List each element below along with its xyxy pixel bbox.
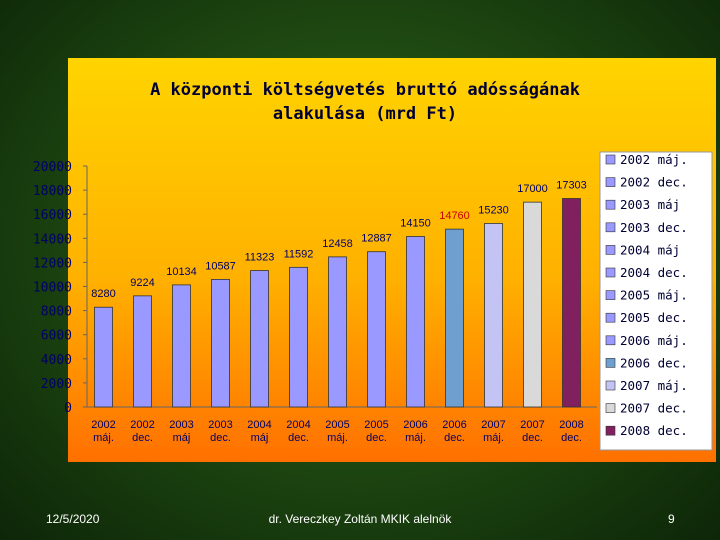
x-tick-label: 2002 dec. xyxy=(130,419,155,444)
legend-label: 2002 dec. xyxy=(620,175,688,190)
y-tick-label: 2000 xyxy=(41,377,72,392)
legend-swatch xyxy=(605,335,616,346)
legend-swatch xyxy=(605,312,616,323)
footer-author: dr. Vereczkey Zoltán MKIK alelnök xyxy=(268,512,452,526)
x-tick-label: 2003 dec. xyxy=(208,419,233,444)
legend-swatch xyxy=(605,177,616,187)
footer-page: 9 xyxy=(668,512,675,526)
y-tick-label: 0 xyxy=(64,401,72,416)
bar xyxy=(367,251,386,408)
footer-date: 12/5/2020 xyxy=(46,512,100,526)
bar xyxy=(133,295,152,408)
y-tick-label: 20000 xyxy=(33,160,72,175)
bar xyxy=(445,228,464,408)
legend-swatch xyxy=(605,245,616,255)
value-label: 10587 xyxy=(205,260,236,272)
value-label: 9224 xyxy=(130,277,154,289)
legend-swatch xyxy=(605,154,616,165)
value-label: 11592 xyxy=(284,248,314,260)
legend-label: 2005 máj. xyxy=(620,288,688,303)
value-label: 11323 xyxy=(245,252,275,264)
x-tick-label: 2006 dec. xyxy=(442,419,467,444)
y-tick-label: 4000 xyxy=(41,353,72,368)
value-label: 17303 xyxy=(556,179,587,191)
bar xyxy=(523,201,542,408)
legend-label: 2008 dec. xyxy=(620,423,688,438)
bar xyxy=(211,279,230,408)
x-tick-label: 2002 máj. xyxy=(91,419,116,444)
legend-label: 2005 dec. xyxy=(620,310,688,325)
value-label: 12887 xyxy=(361,233,392,245)
value-label: 10134 xyxy=(166,266,197,278)
legend-label: 2006 máj. xyxy=(620,333,688,348)
legend-label: 2002 máj. xyxy=(620,152,688,167)
x-tick-label: 2003 máj xyxy=(169,419,194,444)
y-tick-label: 18000 xyxy=(33,184,72,199)
value-label: 15230 xyxy=(478,204,509,216)
y-tick-label: 12000 xyxy=(33,256,72,271)
value-label: 12458 xyxy=(322,238,353,250)
y-tick-label: 16000 xyxy=(33,208,72,223)
legend-label: 2006 dec. xyxy=(620,355,688,370)
bar xyxy=(328,256,347,408)
legend-swatch xyxy=(605,358,616,368)
bar xyxy=(562,198,581,408)
y-tick-label: 6000 xyxy=(41,329,72,344)
legend-swatch xyxy=(605,403,616,413)
bar xyxy=(406,236,425,408)
y-tick-label: 8000 xyxy=(41,305,72,320)
legend-box xyxy=(599,151,713,451)
x-tick-label: 2006 máj. xyxy=(403,419,428,444)
legend-swatch xyxy=(605,199,616,210)
value-label: 8280 xyxy=(91,288,115,300)
legend-label: 2004 máj xyxy=(620,242,680,257)
y-tick-label: 10000 xyxy=(33,281,72,296)
legend-label: 2007 dec. xyxy=(620,401,688,416)
x-tick-label: 2004 máj xyxy=(247,419,272,444)
bar xyxy=(250,270,269,408)
bar xyxy=(94,306,113,408)
value-label: 17000 xyxy=(517,183,548,195)
x-tick-label: 2005 máj. xyxy=(325,419,350,444)
legend-swatch xyxy=(605,290,616,300)
legend-label: 2004 dec. xyxy=(620,265,688,280)
legend-label: 2003 dec. xyxy=(620,220,688,235)
x-tick-label: 2008 dec. xyxy=(559,419,584,444)
legend-swatch xyxy=(605,380,616,391)
value-label: 14760 xyxy=(439,210,470,222)
bar xyxy=(289,266,308,408)
y-tick-label: 14000 xyxy=(33,232,72,247)
x-tick-label: 2007 máj. xyxy=(481,419,506,444)
legend-swatch xyxy=(605,425,616,436)
legend-label: 2003 máj xyxy=(620,197,680,212)
bar xyxy=(172,284,191,408)
x-tick-label: 2007 dec. xyxy=(520,419,545,444)
x-tick-label: 2004 dec. xyxy=(286,419,311,444)
legend-swatch xyxy=(605,267,616,278)
chart-title: A központi költségvetés bruttó adósságán… xyxy=(150,80,580,124)
legend-label: 2007 máj. xyxy=(620,378,688,393)
value-label: 14150 xyxy=(400,217,431,229)
bar xyxy=(484,223,503,408)
x-tick-label: 2005 dec. xyxy=(364,419,389,444)
legend-swatch xyxy=(605,222,616,233)
